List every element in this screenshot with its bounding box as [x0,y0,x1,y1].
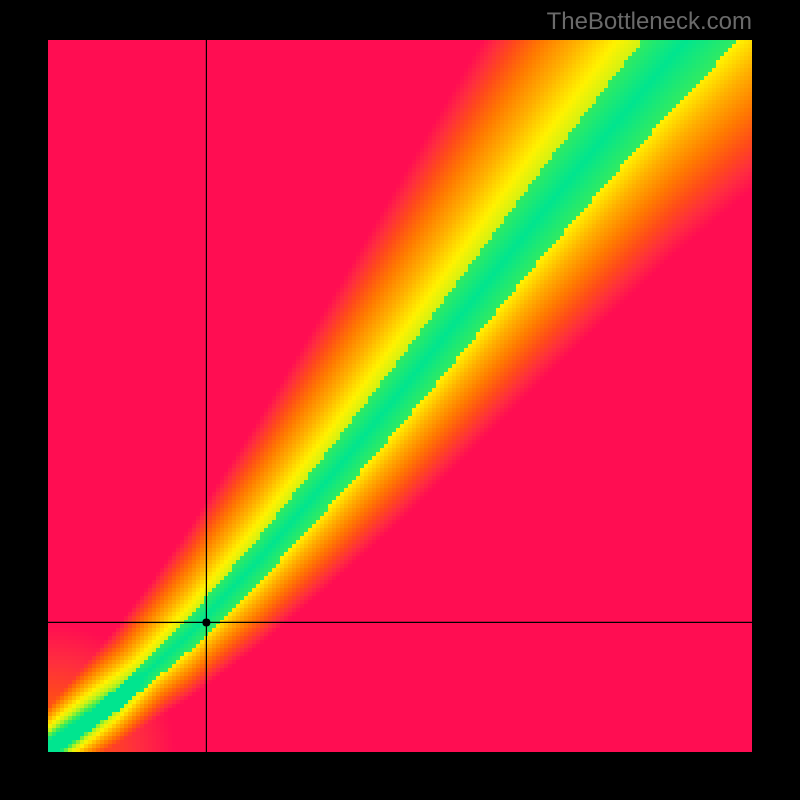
chart-root: TheBottleneck.com [0,0,800,800]
bottleneck-heatmap-canvas [0,0,800,800]
watermark-text: TheBottleneck.com [547,8,752,36]
